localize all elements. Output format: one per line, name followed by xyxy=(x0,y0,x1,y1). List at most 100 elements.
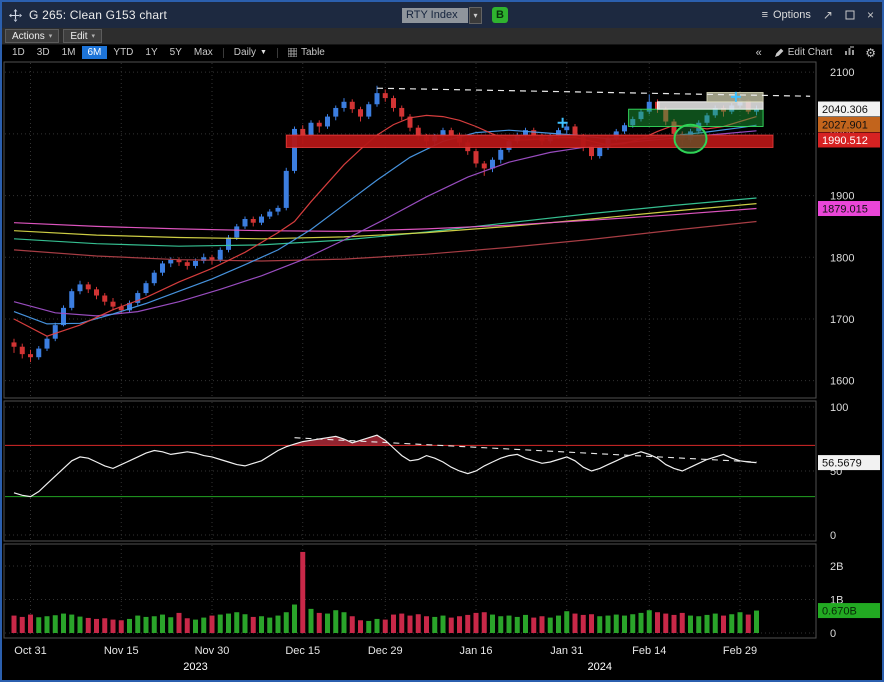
axis-tick-label: 1600 xyxy=(830,376,854,388)
menu-bar: Actions ▾ Edit ▾ xyxy=(2,28,882,45)
ma-line-slow-yellow xyxy=(13,203,757,240)
svg-text:0.670B: 0.670B xyxy=(822,606,857,618)
ma-line-slow-pink xyxy=(13,207,757,233)
date-tick-label: Feb 14 xyxy=(632,645,666,657)
last-price-label xyxy=(818,101,880,117)
ma-line-slow-green xyxy=(13,197,757,247)
period-tabs: 1D 3D 1M 6M YTD 1Y 5Y Max xyxy=(6,46,219,59)
frequency-label: Daily xyxy=(233,47,257,58)
support-band-red xyxy=(285,134,774,148)
chart-canvas[interactable]: 2100200019001800170016001005002B1B02040.… xyxy=(2,60,882,681)
settings-gear-icon[interactable]: ⚙ xyxy=(865,45,876,60)
actions-menu[interactable]: Actions ▾ xyxy=(5,29,60,43)
collapse-panel-icon[interactable]: « xyxy=(755,46,762,59)
highlight-circle xyxy=(673,123,708,154)
axis-tick-label: 0 xyxy=(830,530,836,542)
date-tick-label: Oct 31 xyxy=(14,645,46,657)
axis-tick-label: 1900 xyxy=(830,191,854,203)
price-pane-border xyxy=(3,61,817,399)
period-tab-ytd[interactable]: YTD xyxy=(113,47,134,58)
svg-text:2040.306: 2040.306 xyxy=(822,104,868,116)
date-tick-label: Nov 30 xyxy=(195,645,230,657)
caret-down-icon: ▾ xyxy=(48,32,53,40)
table-icon xyxy=(287,48,297,57)
move-window-icon[interactable] xyxy=(9,8,22,22)
last-price-label xyxy=(818,132,880,148)
close-icon[interactable]: × xyxy=(866,8,874,22)
toolbar-divider xyxy=(276,47,278,58)
options-menu[interactable]: ≡ Options xyxy=(762,9,811,21)
date-tick-label: Jan 31 xyxy=(550,645,583,657)
zone-box-white xyxy=(657,101,764,110)
rsi-line xyxy=(13,434,757,498)
volume-pane-border xyxy=(3,543,817,639)
pencil-icon xyxy=(774,48,784,57)
edit-menu[interactable]: Edit ▾ xyxy=(63,29,103,43)
pane-borders xyxy=(3,61,817,639)
axis-tick-label: 0 xyxy=(830,628,836,640)
titlebar-controls: ≡ Options ↗ × xyxy=(762,2,874,28)
popout-icon[interactable]: ↗ xyxy=(822,8,833,22)
caret-down-icon: ▾ xyxy=(91,32,96,40)
date-tick-label: Nov 15 xyxy=(104,645,139,657)
chart-toolbar: 1D 3D 1M 6M YTD 1Y 5Y Max Daily ▼ Table « Edit … xyxy=(2,45,882,60)
edit-chart-label: Edit Chart xyxy=(787,47,833,58)
axis-tick-label: 100 xyxy=(830,402,848,414)
volume-bars xyxy=(11,551,759,633)
period-tab-1y[interactable]: 1Y xyxy=(145,47,158,58)
axis-tick-label: 2100 xyxy=(830,67,854,79)
toolbar-divider xyxy=(222,47,224,58)
rsi-pane xyxy=(5,434,815,498)
zone-box-green xyxy=(628,108,764,127)
hamburger-icon: ≡ xyxy=(761,9,768,21)
period-tab-1d[interactable]: 1D xyxy=(12,47,25,58)
svg-text:1990.512: 1990.512 xyxy=(822,135,868,147)
ma-line-slow-darkred xyxy=(13,220,757,262)
window-title: G 265: Clean G153 chart xyxy=(29,8,168,22)
chart-svg[interactable]: 2100200019001800170016001005002B1B02040.… xyxy=(2,60,882,681)
period-tab-1m[interactable]: 1M xyxy=(61,47,76,58)
rsi-pane-border xyxy=(3,400,817,542)
axis-tick-label: 2B xyxy=(830,561,843,573)
moving-average-lines xyxy=(13,114,757,337)
last-price-label xyxy=(818,201,880,217)
period-tab-max[interactable]: Max xyxy=(193,47,213,58)
year-label: 2023 xyxy=(183,661,207,673)
edit-label: Edit xyxy=(70,30,88,42)
last-price-label xyxy=(818,116,880,132)
table-button[interactable]: Table xyxy=(282,46,331,59)
axis-tick-label: 1700 xyxy=(830,314,854,326)
rsi-trendline xyxy=(294,437,757,463)
svg-text:56.5679: 56.5679 xyxy=(822,458,862,470)
maximize-icon[interactable] xyxy=(845,10,855,20)
ma-line-fast-red xyxy=(13,114,757,337)
date-tick-label: Feb 29 xyxy=(723,645,757,657)
options-label: Options xyxy=(773,9,811,21)
date-tick-label: Dec 29 xyxy=(368,645,403,657)
security-search-input[interactable]: RTY Index xyxy=(402,7,468,23)
window-titlebar[interactable]: G 265: Clean G153 chart RTY Index ▾ B ≡ … xyxy=(2,2,882,28)
chart-annotate-icon[interactable] xyxy=(844,46,855,59)
edit-chart-button[interactable]: Edit Chart xyxy=(772,46,834,59)
axis-tick-label: 1800 xyxy=(830,252,854,264)
date-tick-label: Jan 16 xyxy=(459,645,492,657)
bloomberg-badge[interactable]: B xyxy=(492,7,508,23)
chart-annotations[interactable] xyxy=(285,87,811,154)
caret-down-icon: ▼ xyxy=(260,49,267,56)
security-dropdown-caret-icon[interactable]: ▾ xyxy=(469,6,482,24)
date-tick-label: Dec 15 xyxy=(285,645,320,657)
volume-value-label xyxy=(818,603,880,619)
toolbar-right-controls: « Edit Chart ⚙ xyxy=(756,46,876,60)
period-tab-3d[interactable]: 3D xyxy=(36,47,50,58)
right-price-axis: 2100200019001800170016001005002B1B02040.… xyxy=(818,67,880,640)
security-search-group: RTY Index ▾ B xyxy=(402,2,508,28)
table-label: Table xyxy=(300,47,325,58)
svg-text:2027.901: 2027.901 xyxy=(822,119,868,131)
period-tab-5y[interactable]: 5Y xyxy=(169,47,182,58)
svg-text:1879.015: 1879.015 xyxy=(822,204,868,216)
period-tab-6m[interactable]: 6M xyxy=(81,46,108,59)
frequency-dropdown[interactable]: Daily ▼ xyxy=(228,46,273,59)
year-label: 2024 xyxy=(588,661,612,673)
rsi-value-label xyxy=(818,455,880,471)
